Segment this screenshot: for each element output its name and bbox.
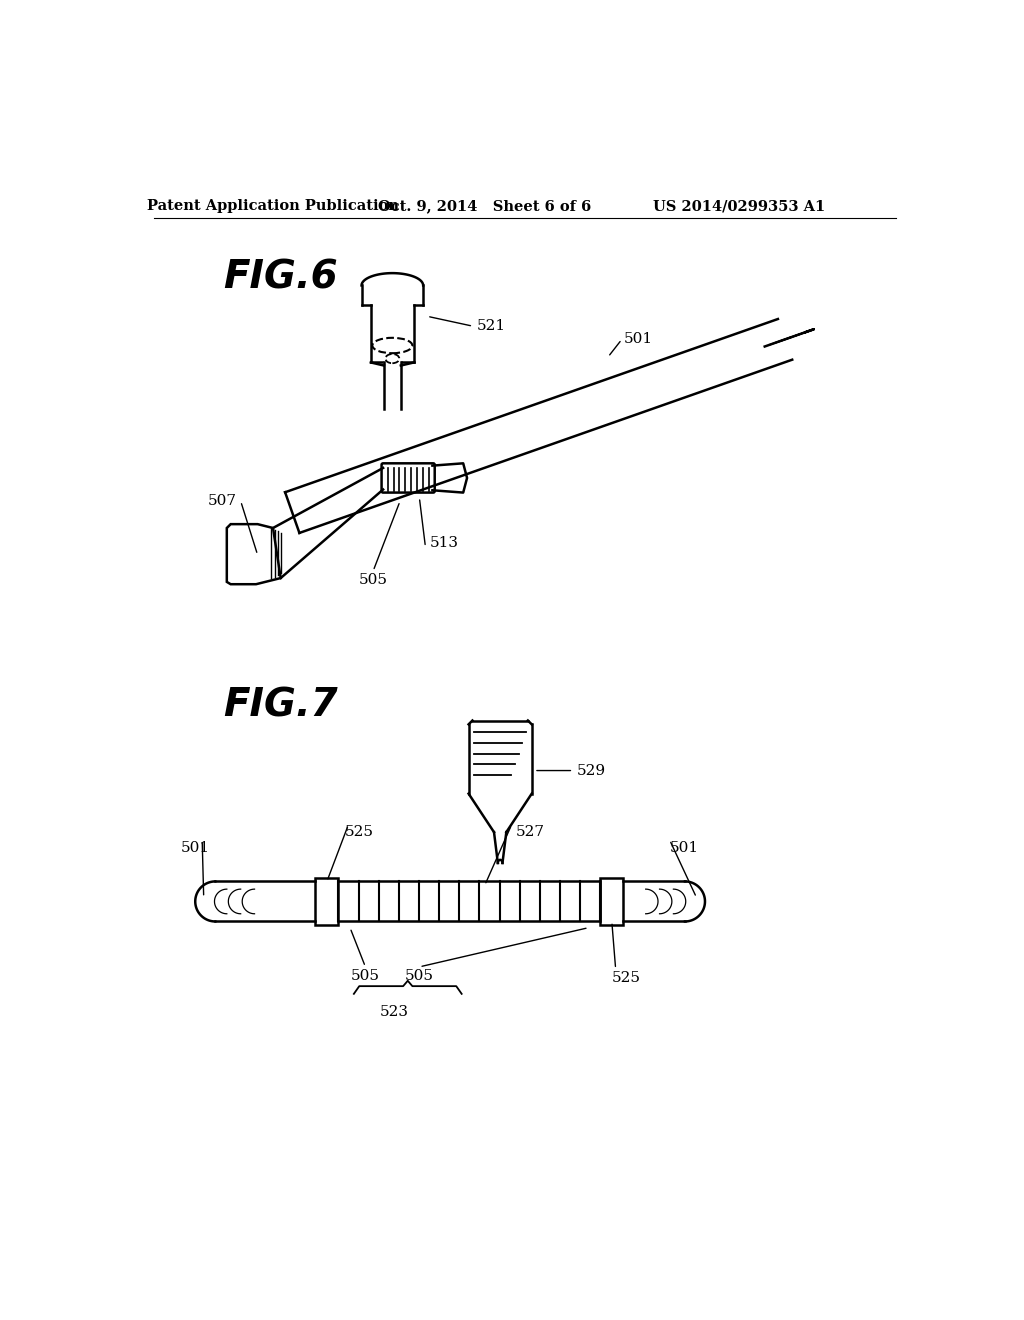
Text: Oct. 9, 2014   Sheet 6 of 6: Oct. 9, 2014 Sheet 6 of 6 [378, 199, 592, 213]
Text: 523: 523 [380, 1005, 410, 1019]
Text: FIG.7: FIG.7 [223, 686, 338, 725]
Text: 513: 513 [429, 536, 459, 550]
Text: 505: 505 [358, 573, 388, 587]
Bar [315, 878, 339, 925]
Bar [339, 882, 600, 921]
Text: FIG.6: FIG.6 [223, 259, 338, 297]
Text: 505: 505 [351, 969, 380, 983]
Text: 505: 505 [404, 969, 434, 983]
Text: US 2014/0299353 A1: US 2014/0299353 A1 [652, 199, 825, 213]
Text: 501: 501 [670, 841, 698, 854]
Text: 521: 521 [477, 319, 506, 333]
FancyBboxPatch shape [382, 463, 435, 492]
Text: 501: 501 [180, 841, 210, 854]
Text: 507: 507 [208, 494, 237, 508]
Text: 529: 529 [578, 763, 606, 777]
Polygon shape [226, 524, 281, 585]
Text: 501: 501 [624, 333, 652, 346]
Text: 525: 525 [611, 972, 641, 986]
Text: Patent Application Publication: Patent Application Publication [147, 199, 399, 213]
Text: 527: 527 [515, 825, 545, 840]
Text: 525: 525 [345, 825, 374, 840]
Bar [600, 878, 624, 925]
